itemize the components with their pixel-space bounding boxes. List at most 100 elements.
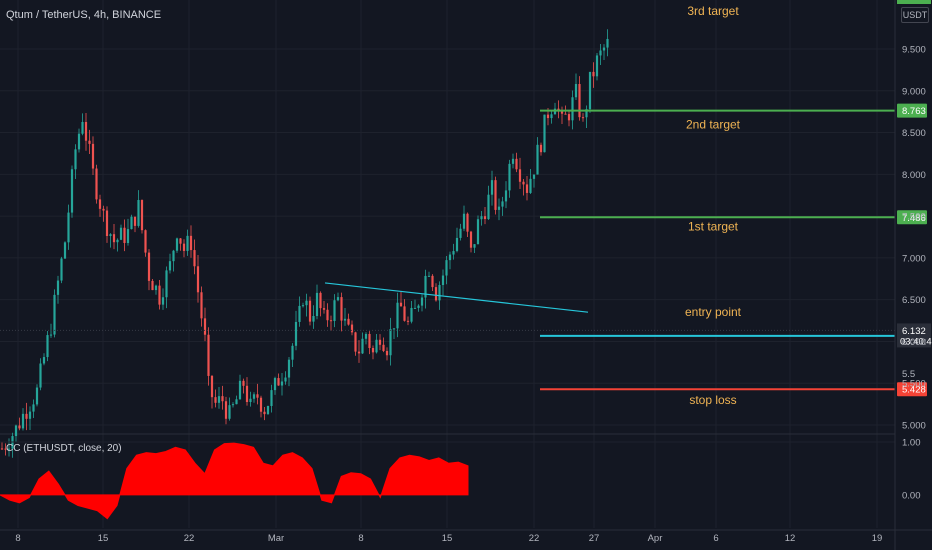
candle-body <box>315 292 319 316</box>
time-tick-label: Mar <box>268 533 284 544</box>
price-tick-label: 6.500 <box>902 295 926 306</box>
candle-body <box>595 55 599 77</box>
time-tick-label: 22 <box>529 533 540 544</box>
cc-area <box>0 442 469 520</box>
candle-body <box>207 334 210 376</box>
candlestick-series <box>0 29 609 458</box>
candle-body <box>424 275 427 298</box>
price-tick-label: 5.500 <box>902 379 926 390</box>
candle-body <box>592 71 595 77</box>
candle-body <box>308 300 312 322</box>
trendline <box>324 282 589 313</box>
candle-body <box>168 261 172 271</box>
time-tick-label: 8 <box>15 533 20 544</box>
candle-body <box>420 297 424 306</box>
candle-body <box>578 84 581 118</box>
price-badge-text: 8.763 <box>902 106 926 117</box>
candle-body <box>588 71 592 110</box>
candle-body <box>277 378 280 386</box>
candle-body <box>67 212 70 243</box>
candle-body <box>273 378 277 391</box>
candle-body <box>445 260 448 276</box>
candle-body <box>417 305 420 308</box>
candle-body <box>385 350 389 356</box>
candle-body <box>518 169 522 182</box>
candle-body <box>270 390 273 406</box>
last-price-text: 6.132 <box>902 326 926 337</box>
price-tick-label: 7.500 <box>902 212 926 223</box>
candle-body <box>242 380 245 386</box>
candle-body <box>448 254 452 261</box>
candle-body <box>42 357 46 364</box>
candle-body <box>354 332 357 352</box>
candle-body <box>515 158 518 170</box>
candle-body <box>291 345 294 360</box>
candle-body <box>102 208 105 211</box>
candle-body <box>53 294 56 335</box>
candle-body <box>294 321 298 346</box>
price-badge-stop-loss <box>897 382 927 397</box>
level-label-1st-target: 1st target <box>688 219 739 233</box>
candle-body <box>32 404 35 412</box>
candle-body <box>165 270 168 298</box>
candle-body <box>109 234 112 237</box>
candle-body <box>525 184 529 193</box>
candle-body <box>203 318 207 335</box>
candle-body <box>74 149 77 170</box>
candle-body <box>413 307 417 309</box>
candle-body <box>95 168 98 200</box>
candle-body <box>182 243 186 251</box>
price-tick-label: 7.000 <box>902 253 926 264</box>
candle-body <box>476 219 480 245</box>
candle-body <box>63 242 67 259</box>
candle-body <box>504 190 508 202</box>
candle-body <box>172 250 175 262</box>
candle-body <box>39 363 42 388</box>
candle-body <box>217 396 221 403</box>
level-label-2nd-target: 2nd target <box>686 118 741 132</box>
candle-body <box>574 84 578 98</box>
time-tick-label: Apr <box>648 533 663 544</box>
candle-body <box>378 339 382 345</box>
candle-body <box>81 122 84 134</box>
candle-body <box>119 227 123 240</box>
candle-body <box>522 181 525 185</box>
candle-body <box>140 200 144 231</box>
candle-body <box>431 275 434 288</box>
candle-body <box>245 385 249 403</box>
candle-body <box>368 333 371 349</box>
price-tick-label: 9.000 <box>902 86 926 97</box>
candle-body <box>343 318 347 321</box>
candle-body <box>487 194 490 220</box>
price-tick-label: 5.000 <box>902 421 926 432</box>
candle-body <box>116 239 119 243</box>
candle-body <box>179 238 182 244</box>
price-tick-label: 9.500 <box>902 45 926 56</box>
candle-body <box>312 315 315 322</box>
candle-body <box>543 114 546 153</box>
candle-body <box>567 114 571 121</box>
candle-body <box>466 213 469 232</box>
candle-body <box>77 133 81 150</box>
candle-body <box>410 307 413 322</box>
indicator-tick-label: 1.00 <box>902 438 921 449</box>
candle-body <box>98 199 102 209</box>
candle-body <box>494 180 497 210</box>
candle-body <box>287 359 291 378</box>
candle-body <box>18 425 21 429</box>
candle-body <box>382 344 385 351</box>
candle-body <box>214 397 217 403</box>
time-tick-label: 12 <box>785 533 796 544</box>
candle-body <box>231 404 235 406</box>
indicator-title: CC (ETHUSDT, close, 20) <box>6 443 122 454</box>
candle-body <box>529 178 532 193</box>
time-tick-label: 15 <box>442 533 453 544</box>
candle-body <box>147 252 151 281</box>
candle-body <box>84 122 88 141</box>
currency-unit-button[interactable]: USDT <box>901 7 929 23</box>
price-tick-label: 8.000 <box>902 170 926 181</box>
candle-body <box>266 405 270 415</box>
time-tick-label: 19 <box>872 533 883 544</box>
candle-body <box>88 140 91 144</box>
